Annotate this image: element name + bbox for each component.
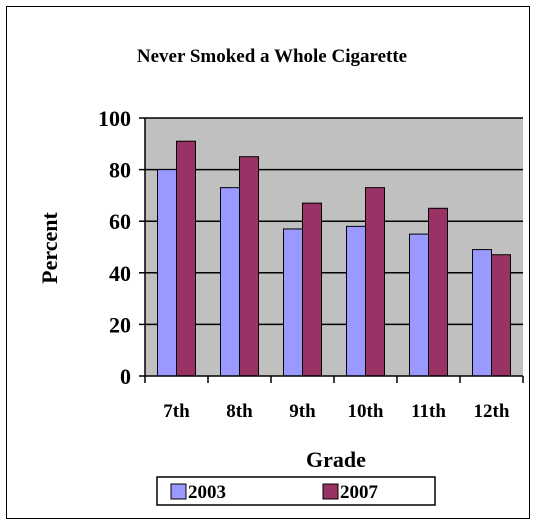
y-tick-label: 100 — [98, 106, 131, 131]
x-tick-label: 7th — [163, 401, 190, 422]
bar-2003-8th — [220, 187, 240, 377]
bar-2003-7th — [157, 169, 177, 377]
bar-2003-11th — [409, 233, 429, 377]
x-axis-label: Grade — [306, 447, 366, 472]
legend-swatch-2007 — [322, 483, 339, 500]
bars — [157, 140, 511, 377]
bar-2003-9th — [283, 228, 303, 377]
y-tick-label: 80 — [109, 158, 131, 183]
y-axis-label: Percent — [37, 212, 62, 284]
legend-box — [156, 476, 436, 506]
bar-2007-8th — [239, 156, 259, 377]
axes — [139, 117, 524, 383]
bar-2007-9th — [302, 202, 322, 377]
plot-area — [145, 118, 523, 376]
x-tick-label: 9th — [289, 401, 316, 422]
chart-title: Never Smoked a Whole Cigarette — [137, 46, 407, 67]
x-tick-label: 12th — [474, 401, 510, 422]
y-tick-label: 0 — [120, 364, 131, 389]
legend-label-2007: 2007 — [340, 482, 379, 503]
legend-label-2003: 2003 — [188, 482, 226, 503]
bar-2007-10th — [365, 187, 385, 377]
x-tick-label: 11th — [411, 401, 446, 422]
x-tick-labels: 7th 8th 9th 10th 11th 12th — [163, 401, 510, 422]
bar-2007-12th — [491, 254, 511, 377]
gridlines — [145, 117, 523, 326]
y-tick-label: 60 — [109, 209, 131, 234]
y-tick-labels: 0 20 40 60 80 100 — [98, 106, 131, 389]
bar-2007-11th — [428, 207, 448, 377]
x-tick-label: 10th — [348, 401, 384, 422]
y-tick-label: 20 — [109, 312, 131, 337]
bar-2003-10th — [346, 225, 366, 377]
legend: 2003 2007 — [156, 476, 436, 506]
legend-swatch-2003 — [170, 483, 187, 500]
bar-2003-12th — [472, 249, 492, 377]
x-tick-label: 8th — [226, 401, 253, 422]
y-tick-label: 40 — [109, 261, 131, 286]
bar-2007-7th — [176, 140, 196, 377]
